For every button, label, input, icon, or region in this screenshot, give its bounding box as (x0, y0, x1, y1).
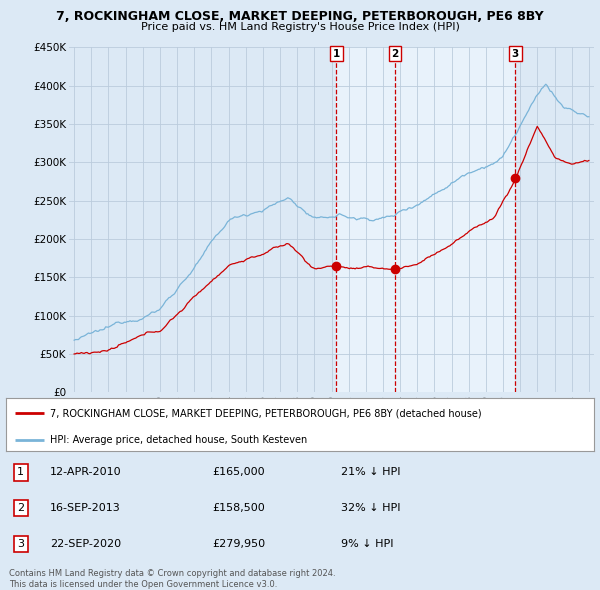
Text: 12-APR-2010: 12-APR-2010 (50, 467, 122, 477)
Text: 9% ↓ HPI: 9% ↓ HPI (341, 539, 394, 549)
Text: 1: 1 (17, 467, 24, 477)
Text: Price paid vs. HM Land Registry's House Price Index (HPI): Price paid vs. HM Land Registry's House … (140, 22, 460, 32)
Text: 21% ↓ HPI: 21% ↓ HPI (341, 467, 401, 477)
Text: 7, ROCKINGHAM CLOSE, MARKET DEEPING, PETERBOROUGH, PE6 8BY (detached house): 7, ROCKINGHAM CLOSE, MARKET DEEPING, PET… (50, 408, 482, 418)
Text: 32% ↓ HPI: 32% ↓ HPI (341, 503, 401, 513)
Text: 3: 3 (17, 539, 24, 549)
Bar (337, 47, 515, 392)
Text: 2: 2 (17, 503, 24, 513)
Text: 16-SEP-2013: 16-SEP-2013 (50, 503, 121, 513)
Text: 22-SEP-2020: 22-SEP-2020 (50, 539, 121, 549)
Text: £279,950: £279,950 (212, 539, 265, 549)
Text: 2: 2 (392, 49, 399, 59)
Text: 3: 3 (512, 49, 519, 59)
Text: 1: 1 (332, 49, 340, 59)
Text: 7, ROCKINGHAM CLOSE, MARKET DEEPING, PETERBOROUGH, PE6 8BY: 7, ROCKINGHAM CLOSE, MARKET DEEPING, PET… (56, 10, 544, 23)
Text: £165,000: £165,000 (212, 467, 265, 477)
Text: HPI: Average price, detached house, South Kesteven: HPI: Average price, detached house, Sout… (50, 435, 307, 445)
Text: £158,500: £158,500 (212, 503, 265, 513)
Text: Contains HM Land Registry data © Crown copyright and database right 2024.
This d: Contains HM Land Registry data © Crown c… (9, 569, 335, 589)
